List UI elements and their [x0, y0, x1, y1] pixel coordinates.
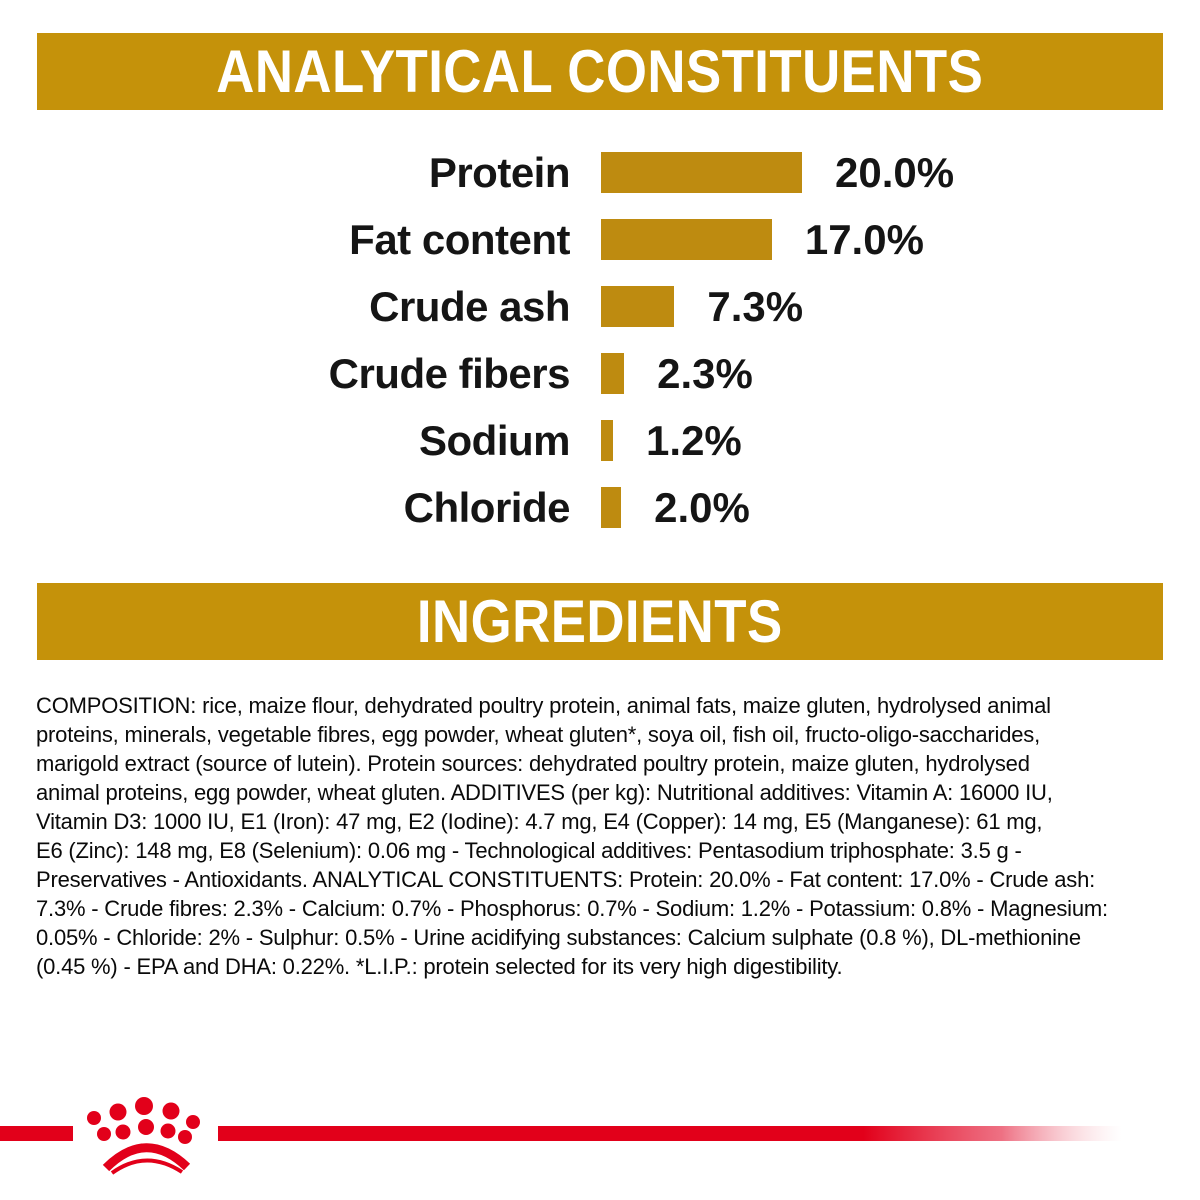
chart-row-crude-ash: Crude ash 7.3% — [0, 273, 1200, 340]
chart-row-protein: Protein 20.0% — [0, 139, 1200, 206]
chart-bar-crude-ash — [601, 286, 675, 327]
chart-row-crude-fibers: Crude fibers 2.3% — [0, 340, 1200, 407]
chart-value-label: 2.0% — [654, 483, 750, 531]
chart-bar-fat-content — [601, 219, 772, 260]
footer-divider-left — [0, 1126, 73, 1141]
chart-bar-chloride — [601, 487, 622, 528]
chart-bar-crude-fibers — [601, 353, 625, 394]
chart-value-label: 20.0% — [835, 148, 955, 196]
analytical-constituents-banner: ANALYTICAL CONSTITUENTS — [37, 33, 1163, 110]
chart-category-label: Fat content — [349, 215, 570, 263]
chart-category-label: Crude ash — [369, 282, 570, 330]
footer-divider-right — [218, 1126, 1140, 1141]
composition-line: marigold extract (source of lutein). Pro… — [36, 751, 1030, 776]
chart-row-chloride: Chloride 2.0% — [0, 474, 1200, 541]
ingredients-title: INGREDIENTS — [417, 588, 783, 655]
composition-line: E6 (Zinc): 148 mg, E8 (Selenium): 0.06 m… — [36, 838, 1022, 863]
composition-line: Vitamin D3: 1000 IU, E1 (Iron): 47 mg, E… — [36, 809, 1043, 834]
chart-row-fat-content: Fat content 17.0% — [0, 206, 1200, 273]
chart-category-label: Chloride — [403, 483, 571, 531]
chart-value-label: 1.2% — [646, 416, 742, 464]
chart-bar-sodium — [601, 420, 614, 461]
chart-value-label: 17.0% — [804, 215, 924, 263]
ingredients-banner: INGREDIENTS — [37, 583, 1163, 660]
composition-line: proteins, minerals, vegetable fibres, eg… — [36, 722, 1040, 747]
composition-line: (0.45 %) - EPA and DHA: 0.22%. *L.I.P.: … — [36, 954, 843, 979]
chart-value-label: 7.3% — [707, 282, 804, 330]
composition-line: 7.3% - Crude fibres: 2.3% - Calcium: 0.7… — [36, 896, 1108, 921]
composition-paragraph: COMPOSITION: rice, maize flour, dehydrat… — [36, 691, 1166, 981]
chart-bar-protein — [601, 152, 802, 193]
royal-canin-crown-logo — [87, 1097, 200, 1175]
chart-category-label: Crude fibers — [328, 349, 571, 397]
footer-brand-strip — [0, 1097, 1140, 1175]
analytical-constituents-title: ANALYTICAL CONSTITUENTS — [216, 38, 984, 105]
chart-category-label: Protein — [428, 148, 571, 196]
analytical-constituents-chart: Protein 20.0% Fat content 17.0% Crude as… — [0, 139, 1200, 541]
chart-row-sodium: Sodium 1.2% — [0, 407, 1200, 474]
composition-line: Preservatives - Antioxidants. ANALYTICAL… — [36, 867, 1096, 892]
chart-value-label: 2.3% — [657, 349, 753, 397]
composition-line: COMPOSITION: rice, maize flour, dehydrat… — [36, 693, 1051, 718]
chart-category-label: Sodium — [419, 416, 571, 464]
composition-line: 0.05% - Chloride: 2% - Sulphur: 0.5% - U… — [36, 925, 1081, 950]
composition-line: animal proteins, egg powder, wheat glute… — [36, 780, 1053, 805]
